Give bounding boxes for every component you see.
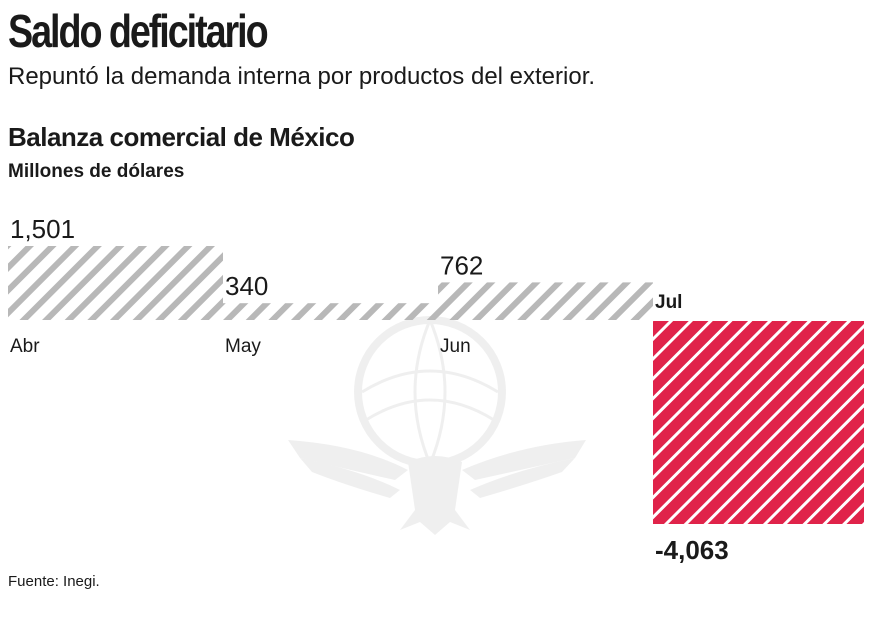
page-title: Saldo deficitario — [8, 5, 269, 57]
category-label-abr: Abr — [10, 336, 40, 357]
chart-title: Balanza comercial de México — [8, 122, 355, 152]
source-note: Fuente: Inegi. — [8, 573, 100, 590]
bar-jul — [653, 321, 864, 524]
value-label-abr: 1,501 — [10, 214, 75, 244]
bar-abr — [8, 246, 223, 320]
bar-jun — [438, 282, 653, 320]
value-label-may: 340 — [225, 271, 268, 301]
value-label-jul: -4,063 — [655, 535, 729, 565]
page-subtitle: Repuntó la demanda interna por productos… — [8, 63, 596, 90]
category-label-may: May — [225, 336, 261, 357]
category-label-jul: Jul — [655, 292, 682, 313]
category-label-jun: Jun — [440, 336, 471, 357]
bar-may — [223, 303, 438, 320]
eagle-globe-logo-icon — [288, 316, 586, 535]
value-label-jun: 762 — [440, 250, 483, 280]
chart-units-label: Millones de dólares — [8, 161, 185, 182]
